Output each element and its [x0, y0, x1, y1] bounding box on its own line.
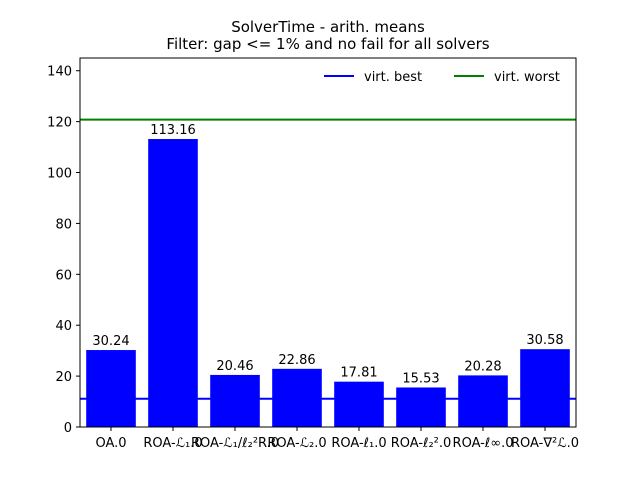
x-tick-label: OA.0	[95, 436, 126, 451]
legend-label: virt. worst	[494, 70, 560, 85]
legend: virt. best virt. worst	[324, 70, 560, 85]
bar-value-label: 30.58	[526, 333, 563, 348]
y-tick-label: 60	[55, 268, 72, 283]
bar	[520, 349, 570, 427]
x-tick-label: ROA-∇²ℒ.0	[511, 436, 579, 451]
bar-value-label: 30.24	[92, 334, 129, 349]
bars-layer: 30.24 113.16 20.46 22.86 17.81 15.53 20.28 30.5…	[86, 123, 570, 427]
x-tick-label: ROA-ℓ₁.0	[331, 436, 386, 451]
bar-value-label: 113.16	[150, 123, 196, 138]
y-tick-label: 140	[47, 65, 72, 80]
bar-value-label: 20.28	[464, 359, 501, 374]
bar-value-label: 17.81	[340, 366, 377, 381]
chart-title: SolverTime - arith. means	[231, 18, 425, 36]
y-tick-label: 20	[55, 370, 72, 385]
reference-lines-layer	[80, 118, 576, 400]
bar-value-label: 15.53	[402, 371, 439, 386]
bar	[210, 374, 260, 427]
y-tick-label: 0	[64, 421, 72, 436]
x-tick-label: ROA-ℒ₂.0	[267, 436, 326, 451]
y-tick-label: 120	[47, 116, 72, 131]
plot-frame	[79, 57, 577, 428]
chart-subtitle: Filter: gap <= 1% and no fail for all so…	[166, 35, 489, 53]
bar-value-label: 22.86	[278, 353, 315, 368]
bar	[86, 350, 136, 427]
y-tick-label: 40	[55, 319, 72, 334]
x-tick-label: ROA-ℒ₁.0	[143, 436, 202, 451]
bar	[148, 139, 198, 427]
y-tick-label: 100	[47, 167, 72, 182]
x-tick-label: ROA-ℓ∞.0	[453, 436, 514, 451]
bar	[334, 381, 384, 427]
bar	[458, 375, 508, 427]
bar-value-label: 20.46	[216, 359, 253, 374]
bar	[396, 387, 446, 427]
y-tick-label: 80	[55, 217, 72, 232]
x-tick-label: ROA-ℓ₂².0	[391, 436, 452, 451]
x-tick-label: ROA-ℒ₁/ℓ₂²R.0	[191, 436, 279, 451]
legend-label: virt. best	[364, 70, 422, 85]
